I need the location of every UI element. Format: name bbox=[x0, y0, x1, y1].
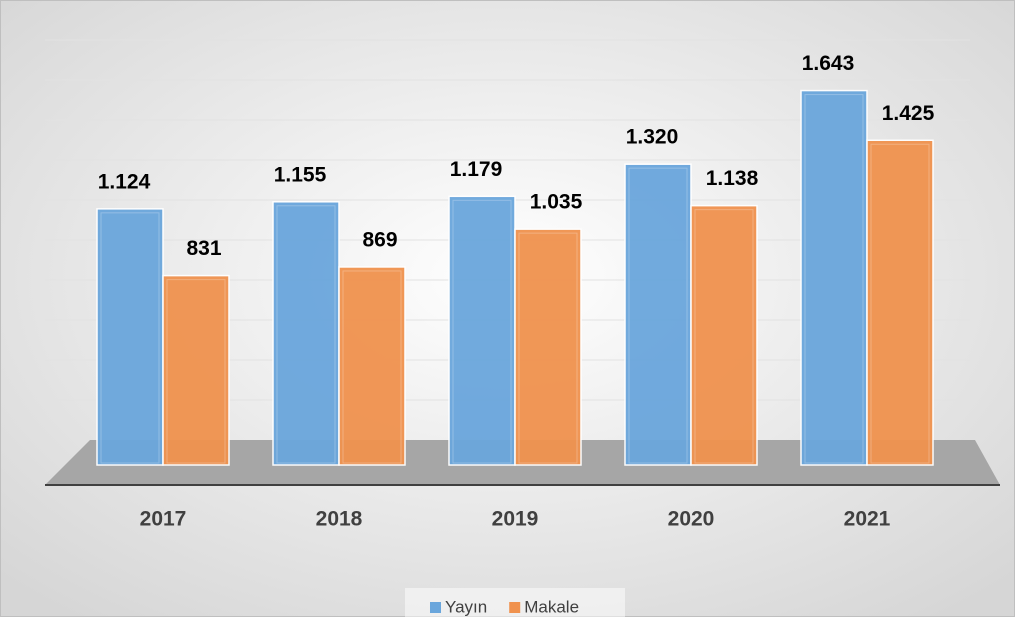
bar-inner bbox=[870, 143, 930, 464]
bar bbox=[690, 204, 758, 466]
bar bbox=[866, 139, 934, 466]
value-label: 1.155 bbox=[274, 163, 327, 186]
bar-inner bbox=[452, 199, 512, 464]
value-label: 869 bbox=[362, 229, 397, 252]
bar-inner bbox=[166, 279, 226, 464]
bar-inner bbox=[276, 205, 336, 464]
bar-inner bbox=[342, 270, 402, 464]
x-tick-label: 2021 bbox=[844, 508, 891, 531]
bar bbox=[800, 89, 868, 466]
value-label: 1.124 bbox=[98, 170, 151, 193]
legend-label: Yayın bbox=[445, 597, 487, 616]
bar-inner bbox=[518, 232, 578, 464]
bar bbox=[272, 201, 340, 466]
bar bbox=[448, 195, 516, 466]
value-label: 1.425 bbox=[882, 102, 935, 125]
value-label: 831 bbox=[186, 237, 221, 260]
x-tick-label: 2019 bbox=[492, 508, 539, 531]
value-label: 1.320 bbox=[626, 126, 679, 149]
bar-inner bbox=[694, 209, 754, 464]
value-label: 1.035 bbox=[530, 191, 583, 214]
legend-swatch bbox=[430, 602, 441, 613]
value-label: 1.138 bbox=[706, 167, 759, 190]
legend-label: Makale bbox=[524, 597, 579, 616]
legend-swatch bbox=[509, 602, 521, 613]
x-tick-label: 2018 bbox=[316, 508, 363, 531]
bar bbox=[514, 228, 582, 466]
x-tick-label: 2020 bbox=[668, 508, 715, 531]
bar bbox=[338, 266, 406, 466]
value-label: 1.643 bbox=[802, 52, 855, 75]
bar-inner bbox=[804, 94, 864, 464]
bar-inner bbox=[628, 167, 688, 464]
value-label: 1.179 bbox=[450, 158, 503, 181]
bar bbox=[624, 163, 692, 466]
x-tick-label: 2017 bbox=[140, 508, 187, 531]
bar bbox=[96, 208, 164, 466]
bar bbox=[162, 274, 230, 466]
bar-inner bbox=[100, 212, 160, 464]
